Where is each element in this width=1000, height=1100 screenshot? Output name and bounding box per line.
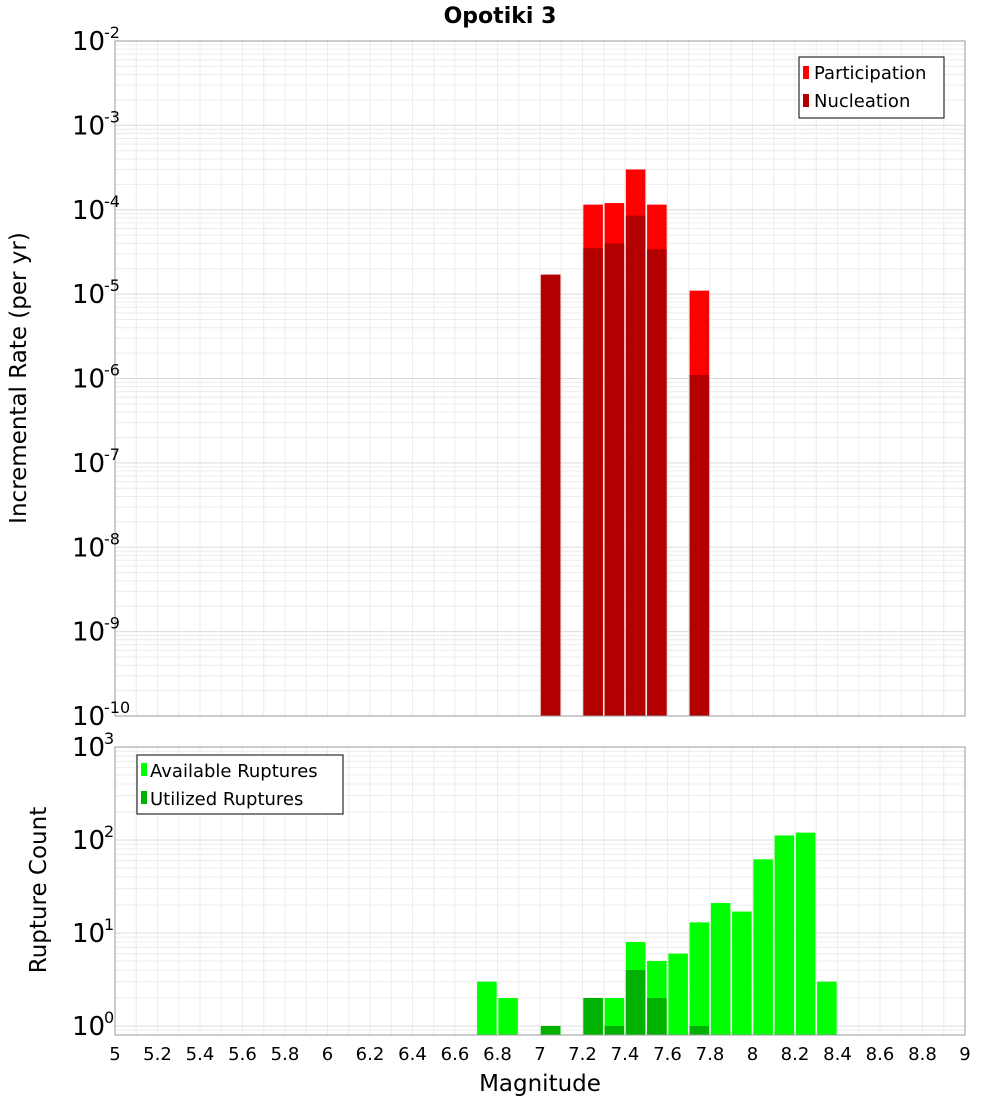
x-tick-label: 7.4 bbox=[611, 1044, 640, 1065]
legend-label-participation: Participation bbox=[814, 63, 926, 84]
x-tick-label: 6 bbox=[322, 1044, 333, 1065]
nucleation-bar bbox=[604, 243, 625, 717]
utilized-ruptures-bar bbox=[625, 969, 646, 1035]
bottom-plot-frame bbox=[114, 746, 966, 1036]
utilized-ruptures-bar bbox=[583, 997, 603, 1035]
x-tick-label: 7 bbox=[534, 1044, 545, 1065]
x-tick-label: 8.4 bbox=[823, 1044, 852, 1065]
top-panel-grid bbox=[114, 40, 966, 717]
legend-swatch-nucleation bbox=[803, 94, 809, 107]
x-tick-label: 5.6 bbox=[228, 1044, 257, 1065]
legend-swatch-utilized bbox=[141, 791, 147, 804]
x-tick-label: 6.2 bbox=[356, 1044, 385, 1065]
bottom-y-tick-label-exponent: 2 bbox=[104, 822, 114, 841]
top-y-tick-label: 10 bbox=[72, 280, 105, 310]
bottom-legend-box bbox=[136, 754, 344, 815]
x-tick-label: 5.2 bbox=[143, 1044, 172, 1065]
top-y-tick-label: 10 bbox=[72, 533, 105, 563]
available-ruptures-bar bbox=[753, 859, 773, 1035]
top-y-tick-label-exponent: -10 bbox=[104, 698, 130, 717]
top-y-tick-label: 10 bbox=[72, 27, 105, 57]
top-y-tick-label: 10 bbox=[72, 111, 105, 141]
top-y-tick-label-exponent: -2 bbox=[104, 23, 120, 42]
available-ruptures-bar bbox=[604, 997, 625, 1035]
top-legend-box bbox=[798, 56, 945, 119]
bottom-y-tick-label: 10 bbox=[72, 826, 105, 856]
available-ruptures-bar bbox=[710, 903, 731, 1035]
x-tick-label: 7.6 bbox=[653, 1044, 682, 1065]
x-tick-label: 5.4 bbox=[186, 1044, 215, 1065]
x-tick-label: 5 bbox=[109, 1044, 120, 1065]
utilized-ruptures-bar bbox=[540, 1025, 561, 1035]
bottom-legend: Available Ruptures Utilized Ruptures bbox=[136, 754, 344, 815]
top-y-tick-label-exponent: -7 bbox=[104, 445, 120, 464]
bottom-y-tick-label-exponent: 1 bbox=[104, 915, 114, 934]
top-y-tick-label-exponent: -9 bbox=[104, 614, 120, 633]
x-tick-label: 8 bbox=[747, 1044, 758, 1065]
nucleation-bar bbox=[689, 375, 710, 716]
legend-swatch-available bbox=[141, 763, 147, 776]
legend-label-nucleation: Nucleation bbox=[814, 91, 910, 112]
x-tick-label: 9 bbox=[959, 1044, 970, 1065]
available-ruptures-bar bbox=[732, 911, 752, 1035]
x-tick-label: 6.8 bbox=[483, 1044, 512, 1065]
top-y-axis-label: Incremental Rate (per yr) bbox=[6, 232, 32, 524]
available-ruptures-bar bbox=[498, 997, 518, 1035]
chart-title: Opotiki 3 bbox=[444, 4, 557, 29]
top-y-tick-label-exponent: -5 bbox=[104, 276, 120, 295]
top-y-tick-label-exponent: -4 bbox=[104, 192, 120, 211]
x-axis-label: Magnitude bbox=[479, 1071, 601, 1097]
x-tick-label: 7.2 bbox=[568, 1044, 597, 1065]
legend-label-available: Available Ruptures bbox=[150, 761, 318, 782]
x-tick-label: 8.6 bbox=[866, 1044, 895, 1065]
available-ruptures-bar bbox=[668, 953, 688, 1035]
utilized-ruptures-bar bbox=[647, 997, 667, 1035]
nucleation-bar bbox=[647, 249, 667, 716]
top-panel-bars bbox=[540, 169, 710, 717]
nucleation-bar bbox=[540, 274, 561, 716]
top-y-tick-label-exponent: -3 bbox=[104, 107, 120, 126]
x-tick-label: 8.2 bbox=[781, 1044, 810, 1065]
top-legend: Participation Nucleation bbox=[798, 56, 945, 119]
bottom-y-tick-label-exponent: 0 bbox=[104, 1008, 114, 1027]
bottom-y-tick-label: 10 bbox=[72, 1012, 105, 1042]
bottom-y-tick-label-exponent: 3 bbox=[104, 729, 114, 748]
x-tick-label: 8.8 bbox=[908, 1044, 937, 1065]
nucleation-bar bbox=[583, 248, 603, 717]
bottom-panel-bars bbox=[477, 832, 837, 1035]
top-y-tick-label-exponent: -6 bbox=[104, 361, 120, 380]
available-ruptures-bar bbox=[817, 981, 837, 1035]
legend-swatch-participation bbox=[803, 66, 809, 79]
legend-label-utilized: Utilized Ruptures bbox=[150, 789, 303, 810]
x-ticks: 5 5.2 5.4 5.6 5.8 6 6.2 6.4 6.6 6.8 7 7.2 7.4 7.6 7.8 8… bbox=[109, 1044, 970, 1065]
top-y-tick-label-exponent: -8 bbox=[104, 529, 120, 548]
available-ruptures-bar bbox=[477, 981, 497, 1035]
bottom-y-tick-label: 10 bbox=[72, 733, 105, 763]
available-ruptures-bar bbox=[689, 922, 710, 1035]
top-y-tick-label: 10 bbox=[72, 702, 105, 732]
utilized-ruptures-bar bbox=[689, 1025, 710, 1035]
bottom-y-axis-label: Rupture Count bbox=[26, 807, 52, 973]
x-tick-label: 6.4 bbox=[398, 1044, 427, 1065]
nucleation-bar bbox=[625, 215, 646, 717]
bottom-y-tick-label: 10 bbox=[72, 919, 105, 949]
top-y-tick-label: 10 bbox=[72, 196, 105, 226]
x-tick-label: 6.6 bbox=[441, 1044, 470, 1065]
x-tick-label: 5.8 bbox=[271, 1044, 300, 1065]
top-y-tick-label: 10 bbox=[72, 365, 105, 395]
available-ruptures-bar bbox=[795, 832, 816, 1035]
x-tick-label: 7.8 bbox=[696, 1044, 725, 1065]
available-ruptures-bar bbox=[774, 835, 795, 1035]
top-y-tick-label: 10 bbox=[72, 449, 105, 479]
utilized-ruptures-bar bbox=[604, 1025, 625, 1035]
top-y-tick-label: 10 bbox=[72, 618, 105, 648]
top-plot-frame bbox=[114, 40, 966, 717]
